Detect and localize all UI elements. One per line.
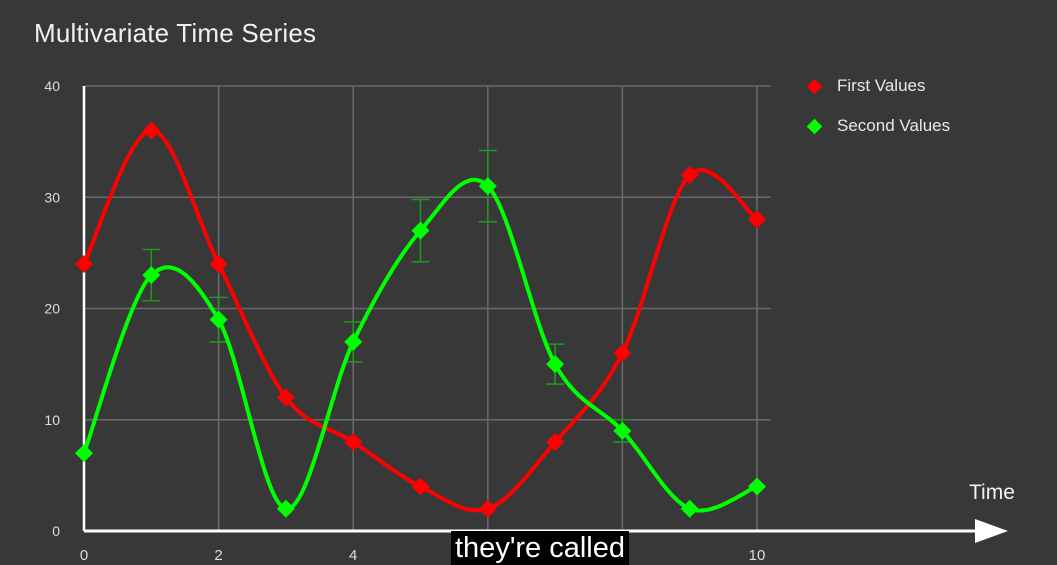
data-point-second-values[interactable] [75,444,93,463]
y-tick-label: 30 [44,189,60,205]
data-point-first-values[interactable] [613,344,632,362]
x-axis-title: Time [969,481,1015,504]
data-point-second-values[interactable] [478,177,497,196]
data-points [75,121,766,518]
data-point-first-values[interactable] [209,255,228,273]
data-point-second-values[interactable] [142,266,161,285]
data-point-first-values[interactable] [75,255,93,273]
x-tick-label: 0 [80,547,88,564]
y-tick-label: 10 [44,412,60,428]
video-caption: they're called [451,531,629,565]
y-tick-label: 20 [44,301,60,317]
legend-item-first-values[interactable]: First Values [806,74,950,98]
x-tick-label: 2 [214,547,222,564]
data-point-first-values[interactable] [478,499,497,518]
tick-labels: 0 10 20 30 40 0 2 4 10 [44,78,765,564]
legend-label-first-values: First Values [837,76,926,95]
data-point-second-values[interactable] [344,332,363,351]
y-tick-label: 0 [52,523,60,539]
y-tick-label: 40 [44,78,60,94]
data-point-second-values[interactable] [209,310,228,329]
data-point-first-values[interactable] [142,121,161,140]
data-point-second-values[interactable] [411,221,430,240]
legend-label-second-values: Second Values [837,116,951,135]
data-point-first-values[interactable] [411,477,430,496]
chart-title: Multivariate Time Series [34,18,317,48]
data-point-first-values[interactable] [276,388,295,407]
data-point-second-values[interactable] [748,477,766,496]
x-tick-label: 10 [749,547,766,564]
axes [82,86,1008,543]
error-bars [142,149,632,443]
grid-lines [84,85,771,531]
series-line-first-values [82,128,759,513]
data-point-first-values[interactable] [546,433,565,451]
data-point-second-values[interactable] [613,421,632,440]
data-point-second-values[interactable] [680,499,699,518]
x-tick-label: 4 [349,547,357,564]
series-lines [82,128,759,513]
legend-marker-second-values [806,118,823,134]
data-point-first-values[interactable] [748,210,766,229]
legend-item-second-values[interactable]: Second Values [806,114,950,138]
legend: First Values Second Values [806,74,950,154]
data-point-second-values[interactable] [276,499,295,518]
data-point-first-values[interactable] [680,166,699,184]
legend-marker-first-values [806,78,823,94]
data-point-second-values[interactable] [546,355,565,374]
x-axis-arrow [975,519,1008,543]
data-point-first-values[interactable] [344,433,363,451]
